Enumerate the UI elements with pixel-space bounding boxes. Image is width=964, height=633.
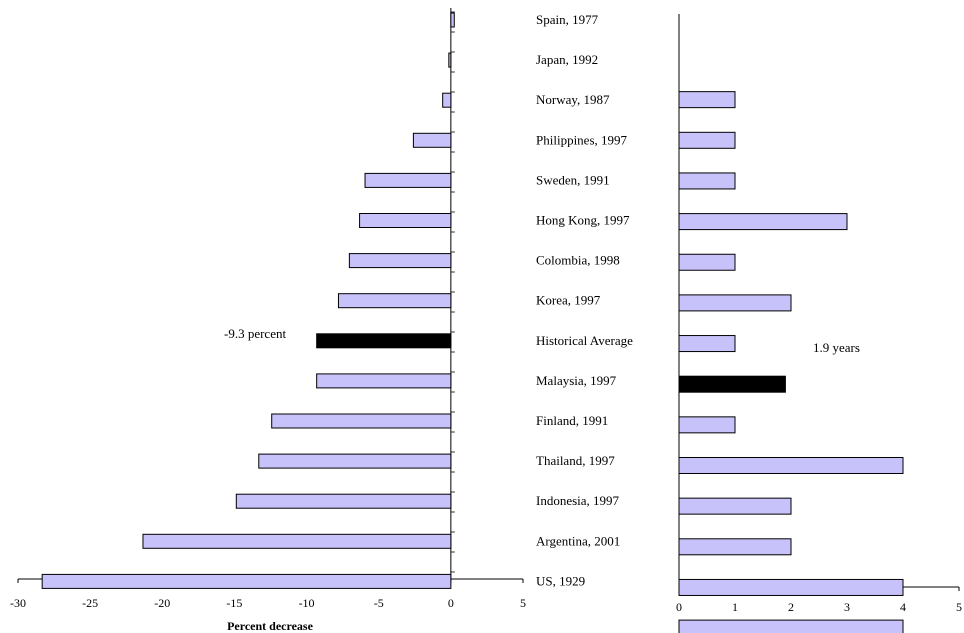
left-x-tick-label: 0 [448, 596, 454, 610]
category-label: Norway, 1987 [536, 92, 610, 107]
category-label: Thailand, 1997 [536, 453, 615, 468]
bar-percent-decrease [448, 52, 452, 68]
right-x-tick-label: 2 [788, 600, 794, 614]
bar-duration [678, 213, 848, 231]
category-label: Korea, 1997 [536, 293, 601, 308]
bar-percent-decrease [364, 172, 452, 188]
percent-decrease-chart: -30 -25 -20 -15 -10 -5 0 5 Percent decrease -9.3 … [10, 8, 526, 633]
bar-percent-decrease [142, 533, 452, 549]
left-x-tick-label: -20 [154, 596, 170, 610]
right-average-annotation: 1.9 years [813, 340, 860, 355]
left-x-tick-label: -15 [226, 596, 242, 610]
right-x-tick-label: 1 [732, 600, 738, 614]
category-label: Indonesia, 1997 [536, 493, 620, 508]
bar-percent-decrease [442, 92, 452, 108]
left-x-tick-label: -30 [10, 596, 26, 610]
bar-duration [678, 457, 904, 474]
bar-percent-historical-average [316, 333, 452, 349]
bar-duration [678, 253, 736, 271]
category-label: Philippines, 1997 [536, 132, 628, 147]
bar-percent-decrease [450, 12, 455, 28]
bar-percent-decrease [271, 413, 452, 429]
right-x-tick-label: 5 [956, 600, 962, 614]
bar-percent-decrease [348, 253, 452, 269]
bar-percent-decrease [316, 373, 452, 389]
bar-duration [678, 538, 792, 556]
bar-duration [678, 335, 736, 353]
right-x-tick-label: 4 [900, 600, 906, 614]
bar-percent-decrease [41, 573, 452, 589]
duration-chart: 012345Duration in years1.9 years [676, 14, 962, 633]
bar-percent-decrease [337, 293, 452, 309]
category-labels: Spain, 1977 Japan, 1992 Norway, 1987 Philip… [536, 12, 633, 588]
category-label: Japan, 1992 [536, 52, 598, 67]
bar-duration [678, 497, 792, 515]
left-x-tick-label: -25 [82, 596, 98, 610]
left-average-annotation: -9.3 percent [224, 326, 286, 341]
bar-duration [678, 91, 736, 109]
bar-duration [678, 416, 736, 434]
bar-duration [678, 294, 792, 312]
right-x-tick-label: 3 [844, 600, 850, 614]
bar-duration [678, 172, 736, 190]
category-label: Finland, 1991 [536, 413, 608, 428]
bar-percent-decrease [235, 493, 452, 509]
bar-percent-decrease [412, 132, 452, 148]
category-label: Sweden, 1991 [536, 172, 610, 187]
bar-duration [678, 578, 904, 596]
left-x-tick-label: 5 [520, 596, 526, 610]
category-label: US, 1929 [536, 573, 585, 588]
left-x-tick-label: -10 [299, 596, 315, 610]
category-label: Malaysia, 1997 [536, 373, 617, 388]
bar-duration-historical-average [678, 375, 786, 393]
bar-duration [678, 131, 736, 149]
right-x-tick-label: 0 [676, 600, 682, 614]
category-label: Argentina, 2001 [536, 533, 620, 548]
category-label: Hong Kong, 1997 [536, 213, 630, 228]
left-x-tick-label: -5 [374, 596, 384, 610]
left-x-axis-title: Percent decrease [227, 619, 314, 633]
category-label: Spain, 1977 [536, 12, 599, 27]
category-label: Colombia, 1998 [536, 253, 620, 268]
bar-percent-decrease [359, 213, 452, 228]
bar-duration [678, 619, 904, 633]
bar-percent-decrease [258, 453, 452, 469]
category-label: Historical Average [536, 333, 633, 348]
